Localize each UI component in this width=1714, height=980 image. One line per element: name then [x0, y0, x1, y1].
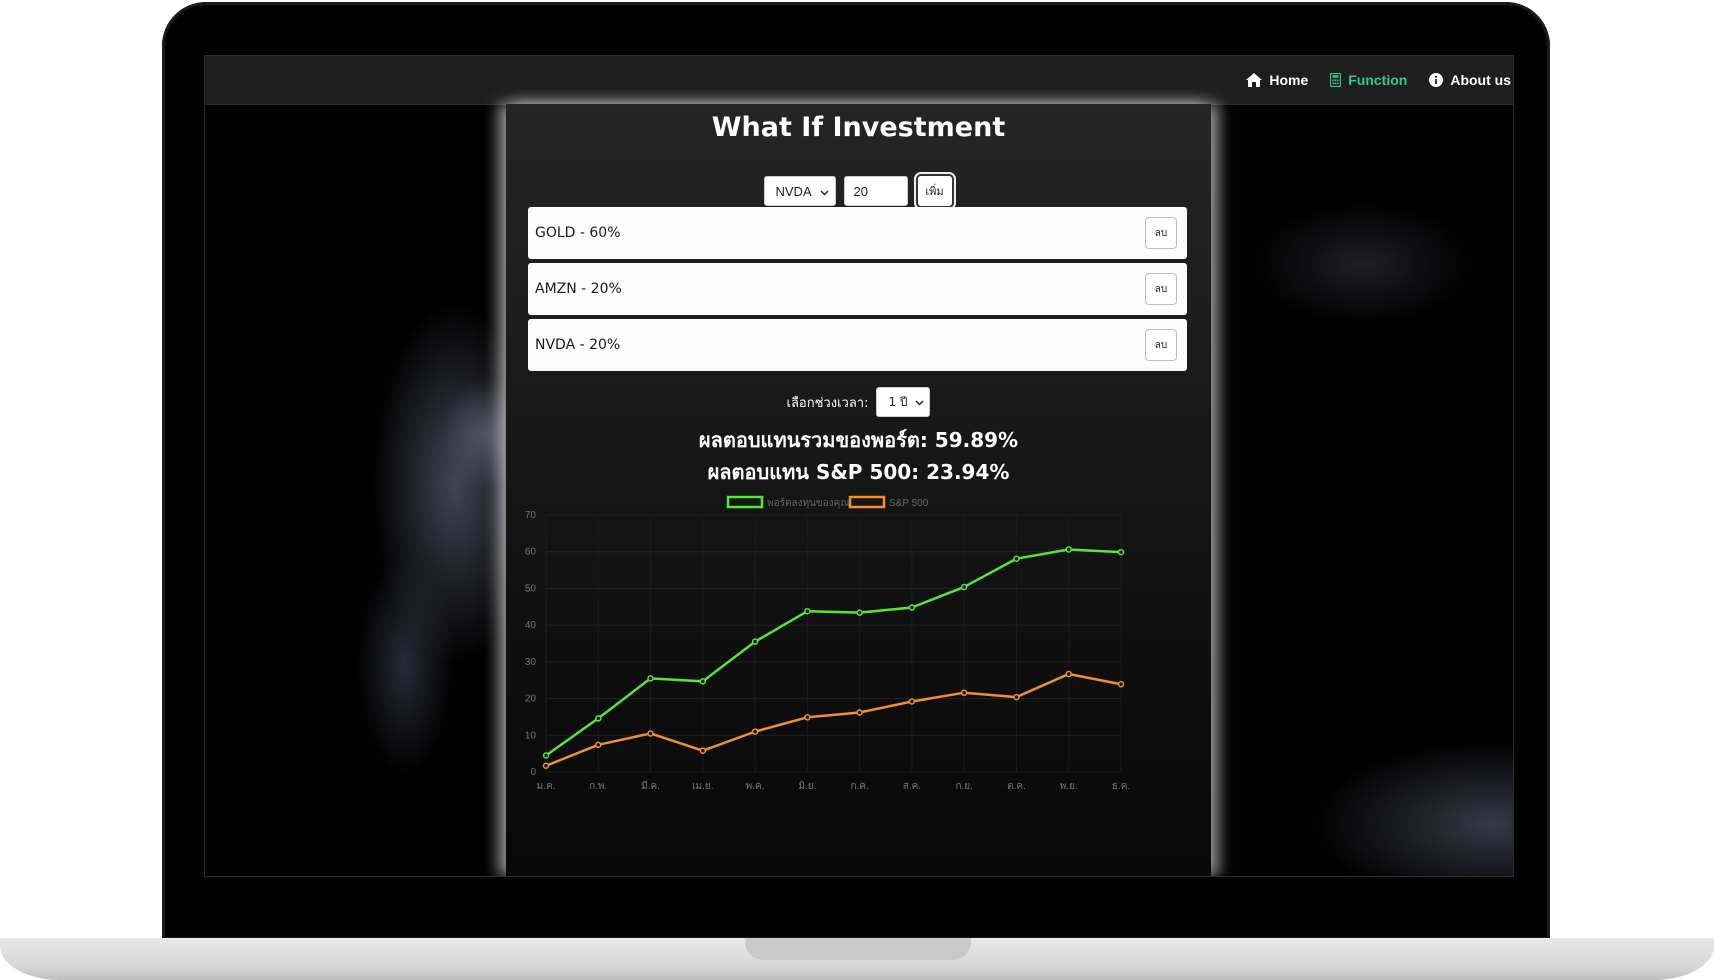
background-swirl-left — [205, 104, 505, 876]
x-tick-label: มี.ค. — [641, 780, 660, 792]
nav-home[interactable]: Home — [1246, 72, 1308, 88]
delete-button[interactable]: ลบ — [1145, 329, 1177, 361]
data-point — [960, 583, 968, 591]
background-swirl-right — [1213, 104, 1513, 876]
period-label: เลือกช่วงเวลา: — [786, 395, 869, 411]
percent-input[interactable]: 20 — [843, 176, 908, 206]
period-row: เลือกช่วงเวลา: 1 ปี — [506, 387, 1211, 417]
y-tick-label: 30 — [525, 657, 537, 668]
chevron-down-icon — [819, 184, 829, 199]
data-point — [804, 607, 811, 615]
data-point — [699, 678, 707, 685]
calculator-icon — [1330, 73, 1342, 87]
nav-home-label: Home — [1269, 72, 1309, 88]
legend-label: พอร์ตลงทุนของคุณ — [767, 497, 850, 509]
data-point — [1065, 670, 1072, 678]
y-tick-label: 60 — [525, 547, 537, 558]
page-title: What If Investment — [711, 112, 1006, 143]
data-point — [1117, 681, 1125, 688]
data-point — [542, 762, 550, 770]
nav-links: Home Function About us — [1246, 56, 1511, 104]
holding-item: AMZN - 20% ลบ — [528, 263, 1187, 315]
delete-button[interactable]: ลบ — [1145, 273, 1177, 305]
data-point — [699, 747, 707, 754]
nav-about[interactable]: About us — [1429, 72, 1511, 88]
data-point — [908, 604, 916, 611]
return-chart: 0 10 20 30 40 50 60 70 ม.ค. ก.พ. มี.ค. เม.ย. พ.ค. มิ.… — [525, 495, 1130, 792]
symbol-select-value: NVDA — [775, 183, 812, 199]
y-tick-label: 10 — [525, 730, 537, 741]
holding-label: NVDA - 20% — [535, 337, 621, 353]
chevron-down-icon — [915, 395, 924, 409]
add-button[interactable]: เพิ่ม — [913, 172, 956, 210]
data-point — [804, 714, 811, 721]
series-line — [545, 672, 1122, 767]
portfolio-return: ผลตอบแทนรวมของพอร์ต: 59.89% — [698, 428, 1019, 452]
data-point — [647, 730, 654, 737]
delete-button[interactable]: ลบ — [1145, 217, 1177, 249]
info-icon — [1429, 73, 1444, 87]
period-select-value: 1 ปี — [888, 394, 908, 409]
holding-item: NVDA - 20% ลบ — [528, 319, 1187, 371]
x-tick-label: ม.ค. — [537, 781, 556, 792]
x-tick-label: พ.ค. — [746, 781, 765, 792]
data-point — [647, 675, 654, 682]
data-point — [1013, 693, 1020, 701]
x-tick-label: ก.พ. — [589, 781, 607, 792]
data-point — [856, 609, 863, 616]
period-select[interactable]: 1 ปี — [876, 387, 931, 417]
data-point — [751, 638, 759, 645]
x-tick-label: พ.ย. — [1060, 781, 1078, 792]
nav-about-label: About us — [1450, 72, 1511, 88]
data-point — [1013, 555, 1020, 562]
x-tick-label: ธ.ค. — [1112, 781, 1130, 792]
holding-label: AMZN - 20% — [535, 281, 622, 297]
data-point — [1065, 546, 1072, 553]
symbol-select[interactable]: NVDA — [763, 176, 836, 206]
home-icon — [1246, 73, 1263, 87]
holding-label: GOLD - 60% — [535, 225, 621, 241]
series-line — [545, 548, 1122, 757]
y-tick-label: 70 — [525, 510, 537, 521]
nav-function[interactable]: Function — [1330, 72, 1407, 88]
nav-function-label: Function — [1348, 72, 1408, 88]
x-tick-label: ส.ค. — [903, 781, 921, 792]
data-point — [1117, 548, 1125, 556]
add-holding-form: NVDA 20 เพิ่ม — [506, 172, 1211, 210]
sp500-return: ผลตอบแทน S&P 500: 23.94% — [707, 460, 1010, 484]
legend-swatch — [726, 495, 764, 509]
x-tick-label: ก.ค. — [850, 781, 868, 792]
data-point — [595, 715, 602, 722]
x-tick-label: เม.ย. — [692, 781, 713, 792]
data-point — [856, 709, 863, 716]
data-point — [960, 689, 968, 696]
y-tick-label: 50 — [525, 583, 537, 594]
laptop-notch — [745, 938, 971, 960]
main-panel: What If Investment NVDA 20 เพิ่ม GOLD - … — [506, 104, 1211, 876]
navbar: Home Function About us — [205, 56, 1513, 105]
x-tick-label: ต.ค. — [1007, 781, 1026, 792]
data-point — [595, 741, 602, 749]
data-point — [542, 752, 550, 759]
x-tick-label: มิ.ย. — [798, 781, 816, 792]
screen: Home Function About us What If Investmen… — [204, 55, 1514, 877]
legend-label: S&P 500 — [889, 498, 929, 509]
x-tick-label: ก.ย. — [955, 781, 972, 792]
y-tick-label: 20 — [525, 694, 537, 705]
y-tick-label: 40 — [525, 620, 537, 631]
data-point — [908, 698, 916, 705]
y-tick-label: 0 — [530, 767, 536, 778]
legend-swatch — [848, 495, 886, 509]
holding-item: GOLD - 60% ลบ — [528, 207, 1187, 259]
data-point — [751, 728, 759, 735]
